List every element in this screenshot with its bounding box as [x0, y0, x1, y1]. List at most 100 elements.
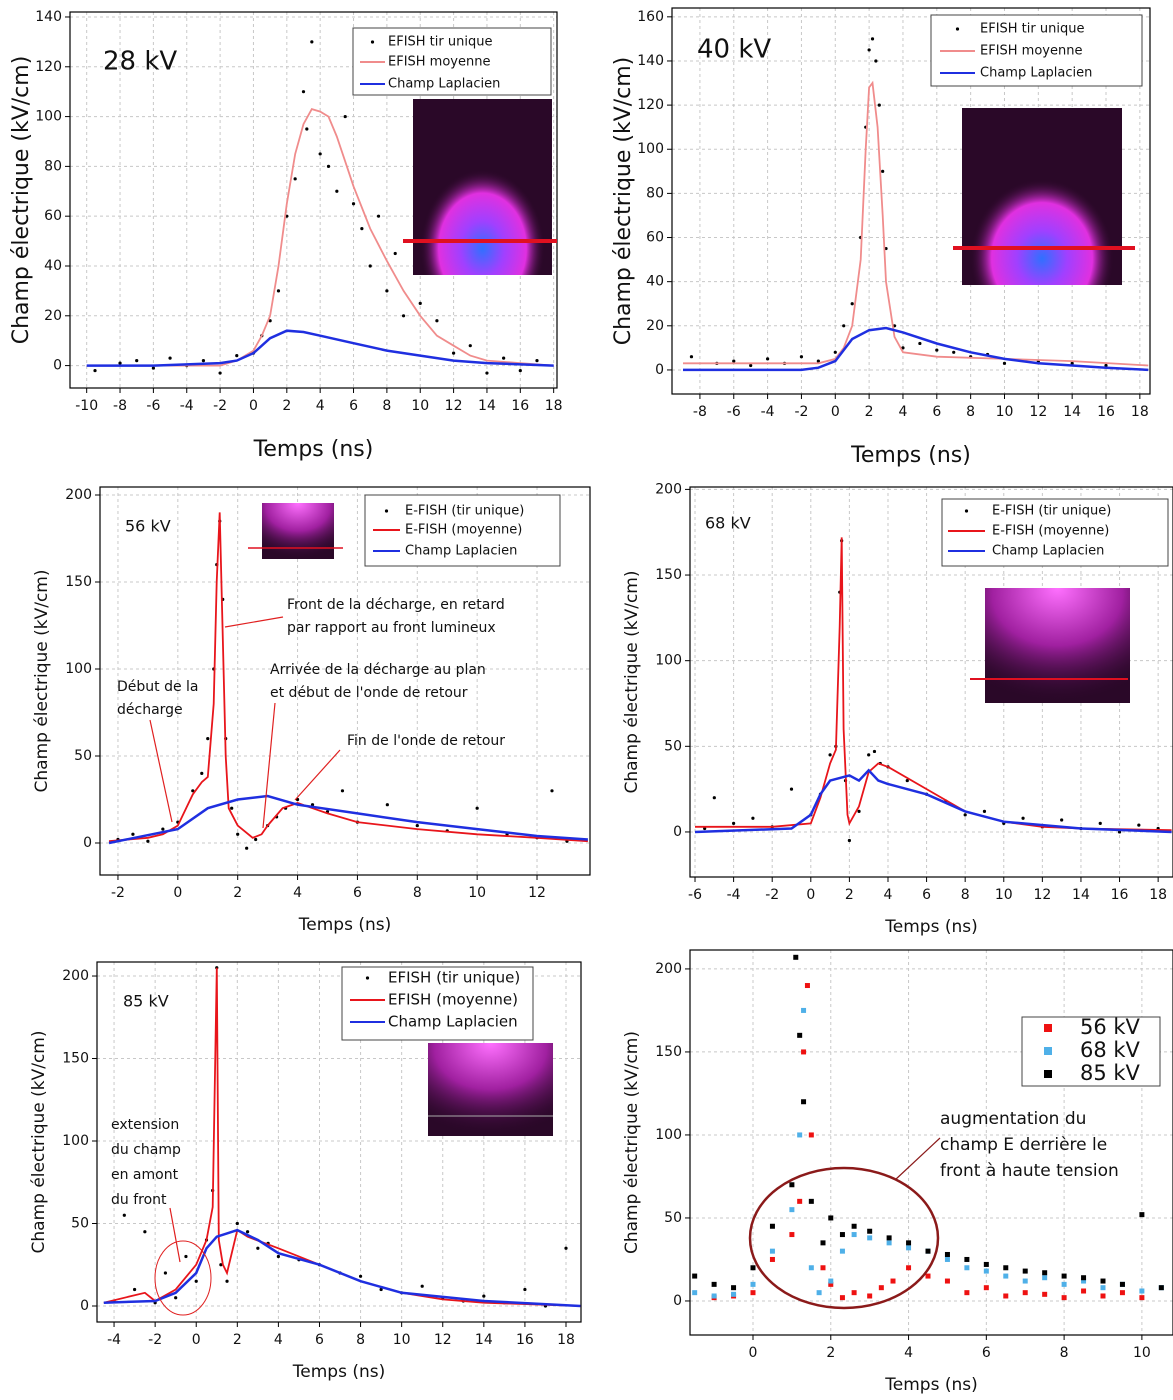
data-point [206, 736, 210, 741]
data-point [793, 954, 799, 960]
data-point [236, 832, 240, 836]
data-point [393, 251, 397, 256]
legend-box [352, 27, 552, 96]
data-point [878, 1285, 884, 1291]
y-tick-label: 200 [65, 487, 92, 503]
data-point [245, 1230, 250, 1234]
data-point [789, 1182, 795, 1188]
data-point [1139, 1212, 1145, 1218]
data-point [867, 753, 871, 757]
data-point [146, 839, 150, 843]
legend-swatch [370, 40, 375, 44]
y-tick-label: 140 [35, 9, 62, 25]
voltage-label: 85 kV [123, 992, 169, 1011]
x-tick-label: 10 [995, 887, 1013, 903]
data-point [1042, 1275, 1048, 1281]
x-axis-title: Temps (ns) [298, 915, 391, 935]
x-tick-label: 12 [1029, 404, 1047, 420]
data-point [184, 1254, 188, 1259]
data-point [935, 348, 939, 352]
data-point [256, 1246, 260, 1250]
data-point [769, 1256, 775, 1262]
data-point [254, 837, 258, 842]
data-point [732, 359, 736, 363]
y-tick-label: 150 [62, 1051, 89, 1067]
x-axis-title: Temps (ns) [253, 437, 374, 462]
data-point [769, 1223, 775, 1229]
y-tick-label: 140 [637, 53, 664, 69]
data-point [318, 152, 322, 156]
data-point [143, 1230, 147, 1234]
legend-label: 85 kV [1080, 1061, 1141, 1085]
x-tick-label: 8 [966, 404, 975, 420]
y-tick-label: 80 [646, 185, 664, 201]
x-tick-label: -8 [113, 398, 127, 414]
data-point [799, 355, 804, 359]
x-tick-label: 2 [865, 404, 874, 420]
data-point [1100, 1293, 1106, 1299]
x-tick-label: 0 [249, 398, 258, 414]
series-line [683, 326, 1149, 372]
data-point [944, 1278, 950, 1284]
x-tick-label: 2 [233, 885, 242, 901]
data-point [816, 359, 820, 363]
plot-frame [96, 961, 582, 1323]
x-tick-label: 12 [1033, 887, 1051, 903]
data-point [750, 1290, 756, 1296]
data-point [847, 838, 851, 843]
x-tick-label: 8 [961, 887, 970, 903]
x-tick-label: 6 [315, 1332, 324, 1348]
inset-glow [262, 503, 334, 559]
data-point [731, 1285, 737, 1291]
legend-swatch [365, 976, 370, 980]
y-tick-label: 0 [53, 358, 62, 374]
series-line [108, 512, 588, 843]
legend-label: E-FISH (moyenne) [405, 523, 522, 538]
legend-label: E-FISH (tir unique) [992, 504, 1111, 519]
x-tick-label: 6 [922, 887, 931, 903]
data-point [276, 1254, 280, 1259]
data-point [964, 1256, 970, 1262]
y-tick-label: 50 [71, 1216, 89, 1232]
data-point [1119, 1290, 1125, 1296]
callout-line [262, 702, 276, 829]
series-line [103, 1228, 581, 1308]
data-point [293, 177, 297, 181]
legend-swatch [964, 509, 969, 513]
x-tick-label: -8 [693, 404, 707, 420]
data-point [1061, 1295, 1067, 1301]
data-point [276, 289, 281, 293]
data-point [828, 1278, 834, 1284]
annotation: Front de la décharge, en retard [287, 597, 505, 613]
x-tick-label: 16 [516, 1332, 534, 1348]
y-tick-label: 100 [655, 653, 682, 669]
data-point [963, 813, 967, 817]
data-point [867, 1293, 873, 1299]
legend-label: 56 kV [1080, 1015, 1141, 1039]
inset-glow [985, 588, 1130, 703]
legend-label: EFISH moyenne [980, 44, 1082, 59]
data-point [874, 59, 878, 63]
data-point [769, 1248, 775, 1254]
data-point [833, 350, 837, 354]
x-tick-label: 6 [932, 404, 941, 420]
data-point [906, 1265, 912, 1271]
data-point [732, 821, 736, 825]
data-point [161, 827, 165, 831]
data-point [225, 1279, 229, 1283]
data-point [766, 357, 770, 361]
y-tick-label: 0 [80, 1298, 89, 1314]
data-point [801, 1099, 807, 1105]
annotation: du front [111, 1192, 167, 1208]
data-point [789, 1232, 795, 1238]
data-point [797, 1032, 803, 1038]
x-tick-label: 10 [996, 404, 1014, 420]
data-point [731, 1291, 737, 1297]
data-point [982, 809, 987, 814]
data-point [310, 40, 314, 44]
x-tick-label: 0 [173, 885, 182, 901]
data-point [964, 1265, 970, 1271]
data-point [468, 344, 472, 348]
y-axis-title: Champ électrique (kV/cm) [611, 57, 636, 346]
data-point [890, 1278, 896, 1284]
